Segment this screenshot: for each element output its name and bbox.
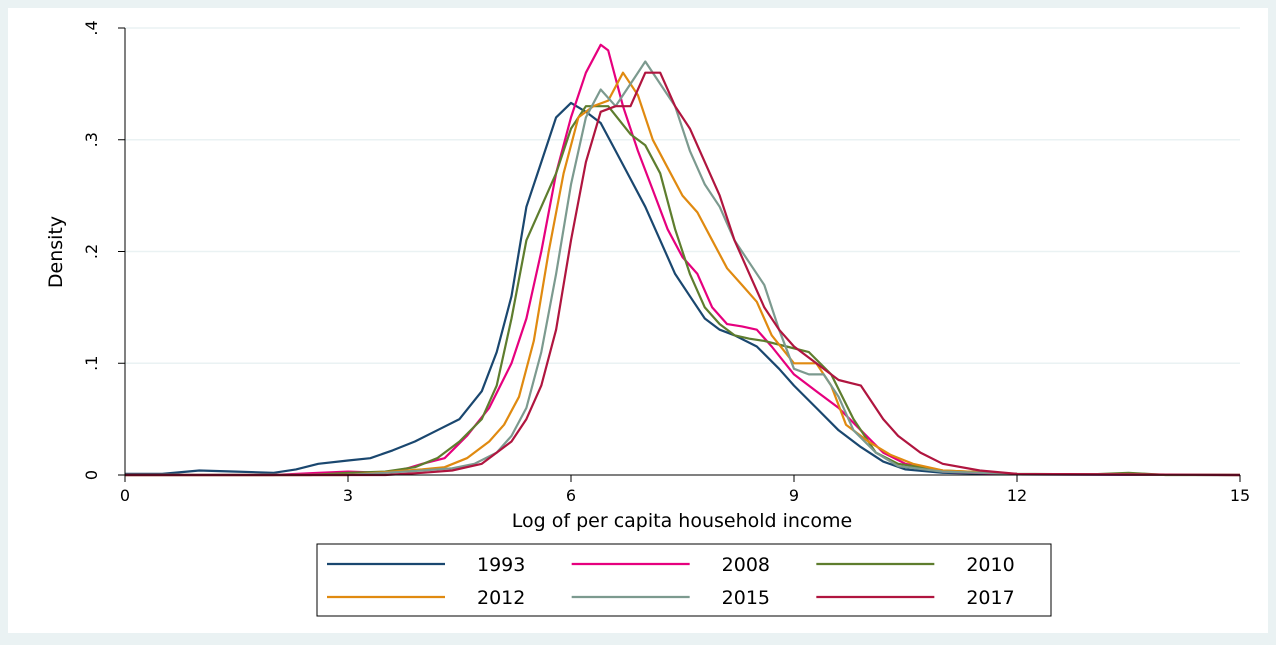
legend-label: 2008 [722,554,770,576]
x-tick-label: 9 [789,486,799,505]
legend-box [316,543,1052,617]
legend-label: 2010 [966,554,1014,576]
x-axis-label: Log of per capita household income [512,510,852,532]
series-line-2012 [125,71,1241,477]
y-axis-label: Density [45,216,67,288]
series-line-1993 [125,101,1241,477]
chart-panel [8,8,1268,633]
legend-label: 2017 [966,587,1014,609]
y-tick-label: .3 [82,132,101,147]
y-tick-label: .4 [82,20,101,35]
series-line-2017 [125,71,1241,477]
x-tick-label: 3 [343,486,353,505]
legend-label: 1993 [477,554,525,576]
series-line-2010 [125,105,1240,477]
x-tick-label: 12 [1007,486,1027,505]
series-lines [125,43,1241,477]
x-tick-label: 6 [566,486,576,505]
legend-label: 2012 [477,587,525,609]
x-tick-label: 15 [1230,486,1250,505]
y-tick-label: .2 [82,244,101,259]
y-tick-label: 0 [82,470,101,480]
y-tick-label: .1 [82,356,101,371]
legend-label: 2015 [722,587,770,609]
gridlines [125,27,1240,364]
axes: 0 .1 .2 .3 .4 0 3 6 9 12 15 [82,20,1250,505]
x-tick-label: 0 [120,486,130,505]
legend: 1993 2008 2010 2012 2015 2017 [316,543,1052,617]
